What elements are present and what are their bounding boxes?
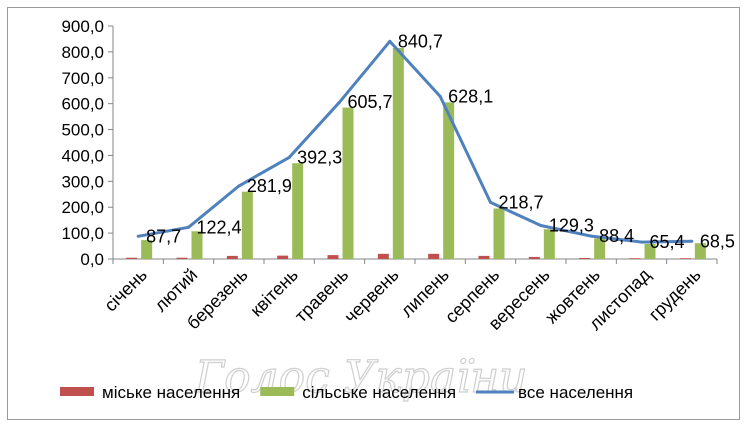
bar [226, 255, 238, 259]
data-label: 87,7 [146, 226, 181, 246]
data-label: 605,7 [348, 92, 393, 112]
data-label: 281,9 [247, 176, 292, 196]
line-layer [136, 39, 694, 244]
bar [277, 255, 289, 259]
x-category-label: грудень [645, 265, 705, 325]
bar [478, 255, 490, 259]
series-line [137, 39, 692, 244]
bar [377, 253, 389, 259]
bar [528, 256, 540, 259]
y-tick-label: 300,0 [61, 172, 104, 191]
legend: міське населення сільське населення все на… [60, 383, 633, 402]
line-point [539, 224, 543, 228]
bar [629, 258, 641, 259]
line-point [187, 225, 190, 229]
data-label: 68,5 [700, 231, 735, 251]
line-point [338, 100, 341, 104]
line-point [690, 239, 694, 243]
data-label: 122,4 [197, 217, 242, 237]
y-tick-label: 100,0 [61, 224, 104, 243]
line-point [136, 234, 140, 238]
chart-frame [7, 7, 740, 420]
line-point [640, 240, 643, 244]
line-point [388, 39, 392, 43]
legend-label: сільське населення [302, 383, 456, 402]
watermark: Голос України [194, 352, 528, 403]
line-point [237, 184, 241, 188]
x-category-label: червень [340, 265, 402, 327]
bar [594, 238, 606, 259]
y-tick-label: 800,0 [61, 43, 104, 62]
bar [327, 255, 339, 259]
bar [176, 257, 188, 259]
y-tick-label: 900,0 [61, 17, 104, 36]
data-label: 628,1 [448, 86, 493, 106]
y-tick-label: 500,0 [61, 121, 104, 140]
line-point [589, 234, 593, 238]
line-point [287, 155, 291, 159]
legend-label: все населення [518, 383, 633, 402]
bar [342, 107, 354, 259]
legend-swatch [60, 387, 94, 396]
bars [126, 48, 706, 259]
bar [679, 258, 691, 259]
y-tick-label: 200,0 [61, 198, 104, 217]
bar [141, 240, 153, 259]
line-point [489, 200, 492, 204]
data-label: 392,3 [297, 147, 342, 167]
line-point [438, 94, 442, 98]
bar [579, 257, 591, 259]
y-tick-label: 600,0 [61, 95, 104, 114]
data-label: 88,4 [599, 226, 634, 246]
legend-swatch [260, 387, 295, 396]
bar [126, 257, 138, 259]
bar [694, 243, 706, 259]
legend-label: міське населення [102, 383, 240, 402]
bar [543, 229, 555, 259]
bar [292, 163, 304, 259]
bar [241, 191, 253, 259]
bar [428, 253, 440, 259]
x-category-label: січень [100, 265, 151, 316]
bar [392, 48, 404, 259]
y-tick-label: 400,0 [61, 146, 104, 165]
data-label: 65,4 [650, 232, 685, 252]
bar [443, 102, 455, 259]
data-label: 840,7 [398, 31, 443, 51]
data-label: 129,3 [549, 216, 594, 236]
bar [493, 208, 505, 259]
bar [644, 243, 656, 259]
y-tick-label: 0,0 [80, 250, 104, 269]
x-category-labels: січень лютийберезеньквітеньтравеньчервень… [100, 264, 704, 334]
data-label: 218,7 [499, 192, 544, 212]
axes: 0,0 100,0 200,0 300,0 400,0 500,0 600,0 700,0 80… [61, 17, 718, 269]
bar [191, 231, 203, 259]
y-tick-label: 700,0 [61, 69, 104, 88]
